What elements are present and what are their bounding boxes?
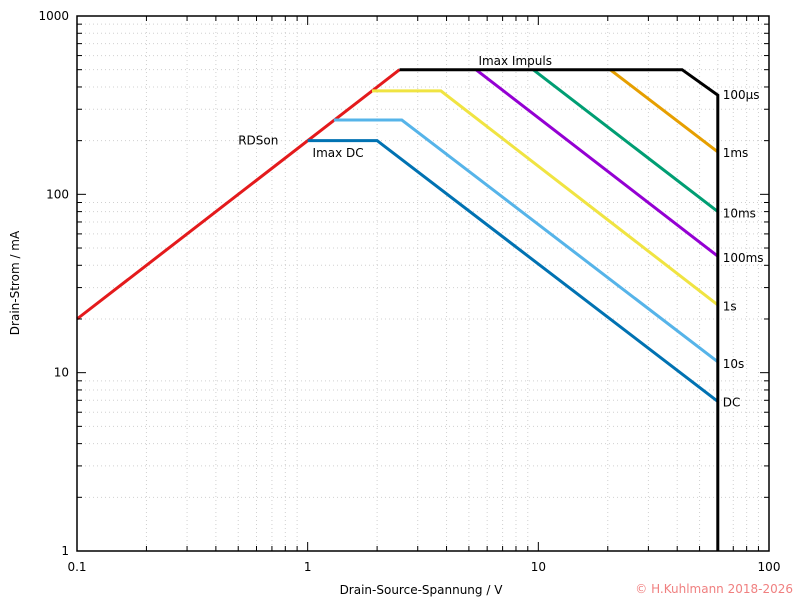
- x-tick-label: 100: [758, 560, 781, 574]
- series-lines: [76, 68, 720, 551]
- series-line-100ms: [475, 68, 719, 258]
- x-axis-label: Drain-Source-Spannung / V: [340, 583, 504, 597]
- annotation-1s: 1s: [723, 299, 737, 313]
- series-line-imax-impuls: [399, 68, 720, 551]
- plot-frame: [76, 15, 770, 552]
- y-tick-label: 100: [46, 187, 69, 201]
- grid: [77, 16, 769, 551]
- y-axis-label: Drain-Strom / mA: [8, 230, 22, 335]
- x-tick-label: 1: [304, 560, 312, 574]
- annotations: RDSon Imax DC Imax Impuls 100µs 1ms 10ms 100ms…: [238, 54, 763, 410]
- annotation-100-s: 100µs: [723, 88, 760, 102]
- annotation-dc: DC: [723, 396, 741, 410]
- annotation-rdson: RDSon: [238, 134, 278, 148]
- y-tick-label: 1000: [38, 9, 69, 23]
- annotation-100ms: 100ms: [723, 251, 764, 265]
- x-tick-label: 10: [531, 560, 546, 574]
- y-tick-label: 10: [54, 366, 69, 380]
- annotation-10s: 10s: [723, 357, 745, 371]
- annotation-1ms: 1ms: [723, 146, 749, 160]
- series-line-10ms: [532, 68, 719, 213]
- copyright: © H.Kuhlmann 2018-2026: [635, 582, 793, 596]
- series-line-10s: [333, 118, 719, 363]
- x-tick-label: 0.1: [67, 560, 86, 574]
- axis-ticks: 0.1 1 10 100 1 10 100 1000: [38, 9, 780, 574]
- series-line-1s: [372, 89, 719, 307]
- annotation-imax-dc: Imax DC: [313, 146, 364, 160]
- series-line-100-s: [609, 68, 719, 154]
- annotation-imax-impuls: Imax Impuls: [478, 54, 552, 68]
- series-line-rdson: [76, 68, 401, 321]
- y-tick-label: 1: [61, 544, 69, 558]
- annotation-10ms: 10ms: [723, 207, 756, 221]
- series-line-dc: [307, 139, 719, 403]
